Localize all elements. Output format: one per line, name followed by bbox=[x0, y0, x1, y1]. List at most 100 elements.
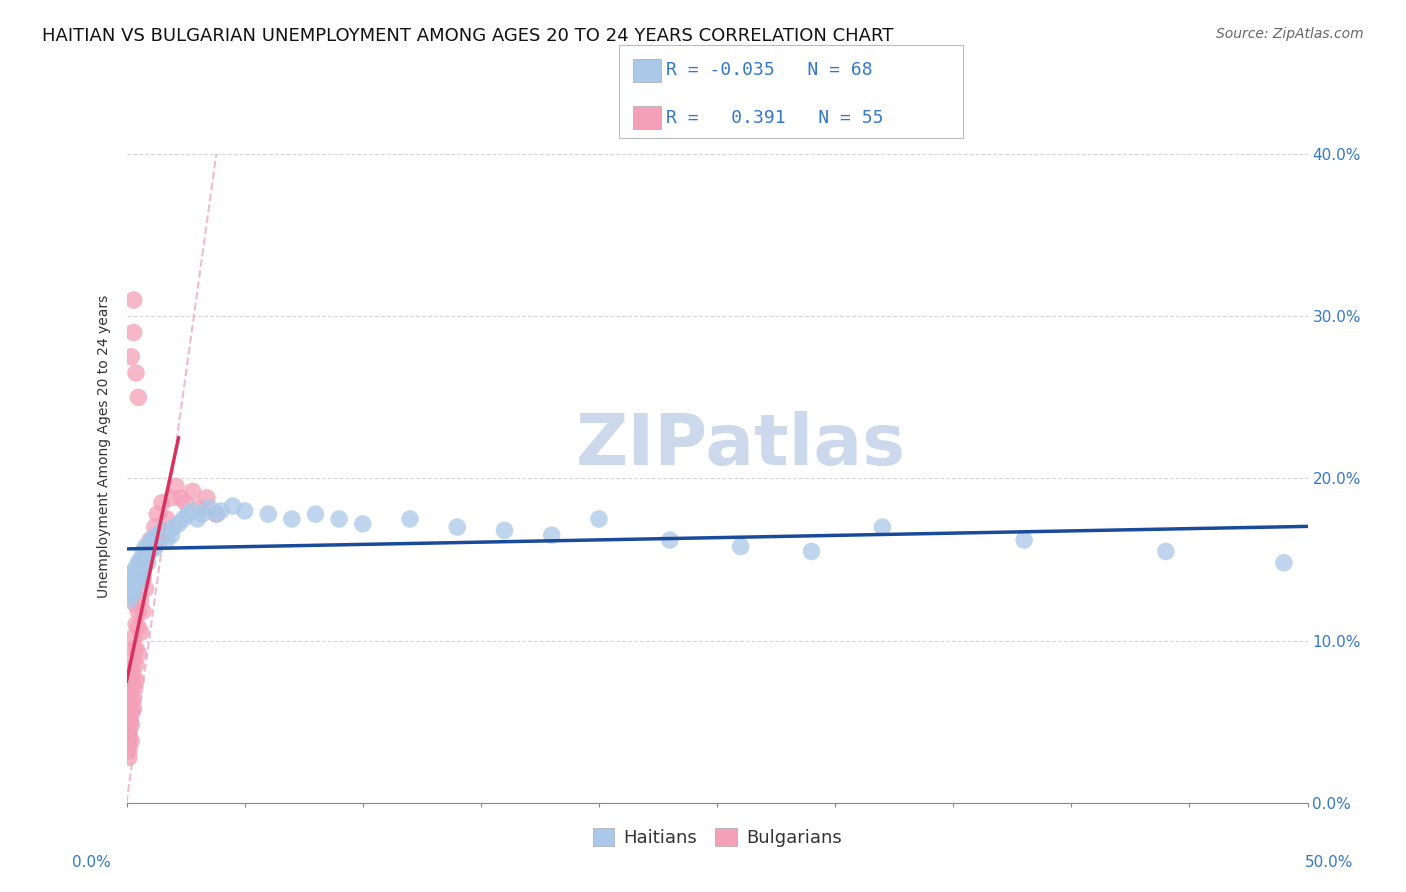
Point bbox=[136, 544, 159, 558]
Point bbox=[143, 533, 166, 547]
Point bbox=[120, 582, 142, 596]
Point bbox=[118, 593, 141, 607]
Point bbox=[167, 516, 190, 531]
Point bbox=[163, 520, 186, 534]
Point bbox=[800, 544, 823, 558]
Point bbox=[125, 577, 148, 591]
Point bbox=[120, 685, 142, 699]
Point bbox=[122, 326, 145, 340]
Point bbox=[730, 540, 752, 554]
Point bbox=[191, 507, 214, 521]
Point bbox=[134, 582, 156, 596]
Point bbox=[209, 504, 232, 518]
Point bbox=[118, 568, 141, 582]
Point bbox=[399, 512, 422, 526]
Point bbox=[160, 491, 183, 505]
Point bbox=[122, 702, 145, 716]
Point bbox=[181, 504, 204, 518]
Point bbox=[588, 512, 610, 526]
Point bbox=[205, 507, 228, 521]
Point bbox=[125, 568, 148, 582]
Point bbox=[156, 512, 179, 526]
Point bbox=[143, 520, 166, 534]
Point bbox=[281, 512, 304, 526]
Point bbox=[153, 528, 176, 542]
Point bbox=[658, 533, 681, 547]
Point bbox=[139, 544, 162, 558]
Point bbox=[118, 723, 141, 737]
Point bbox=[125, 560, 148, 574]
Point bbox=[127, 621, 149, 635]
Point bbox=[118, 718, 141, 732]
Point bbox=[141, 540, 163, 554]
Point bbox=[1012, 533, 1035, 547]
Point bbox=[132, 552, 155, 566]
Point bbox=[120, 572, 142, 586]
Point bbox=[304, 507, 326, 521]
Point bbox=[125, 598, 148, 612]
Point bbox=[494, 524, 516, 538]
Point bbox=[125, 657, 148, 672]
Point bbox=[125, 641, 148, 656]
Point bbox=[160, 528, 183, 542]
Point bbox=[328, 512, 350, 526]
Point bbox=[156, 533, 179, 547]
Point bbox=[181, 484, 204, 499]
Point bbox=[1154, 544, 1177, 558]
Point bbox=[139, 533, 162, 547]
Point bbox=[120, 734, 142, 748]
Point bbox=[118, 731, 141, 745]
Point bbox=[139, 536, 162, 550]
Point bbox=[141, 540, 163, 554]
Point bbox=[257, 507, 280, 521]
Point bbox=[146, 528, 169, 542]
Point bbox=[127, 556, 149, 570]
Point bbox=[146, 507, 169, 521]
Legend: Haitians, Bulgarians: Haitians, Bulgarians bbox=[585, 821, 849, 855]
Point bbox=[118, 739, 141, 753]
Text: R =   0.391   N = 55: R = 0.391 N = 55 bbox=[666, 109, 884, 127]
Point bbox=[122, 585, 145, 599]
Point bbox=[195, 491, 218, 505]
Text: 50.0%: 50.0% bbox=[1305, 855, 1353, 870]
Point bbox=[118, 585, 141, 599]
Point bbox=[120, 706, 142, 721]
Point bbox=[222, 499, 245, 513]
Point bbox=[150, 496, 173, 510]
Point bbox=[352, 516, 374, 531]
Point bbox=[157, 524, 180, 538]
Point bbox=[1272, 556, 1295, 570]
Point bbox=[540, 528, 562, 542]
Point bbox=[122, 653, 145, 667]
Point bbox=[170, 491, 193, 505]
Point bbox=[118, 750, 141, 764]
Point bbox=[118, 734, 141, 748]
Point bbox=[127, 390, 149, 404]
Point bbox=[132, 564, 155, 578]
Point bbox=[186, 512, 208, 526]
Point bbox=[132, 572, 155, 586]
Point bbox=[143, 541, 166, 556]
Text: ZIPatlas: ZIPatlas bbox=[575, 411, 905, 481]
Point bbox=[150, 524, 173, 538]
Point bbox=[122, 566, 145, 580]
Point bbox=[198, 500, 221, 515]
Point bbox=[122, 631, 145, 645]
Point bbox=[127, 604, 149, 618]
Point bbox=[177, 507, 200, 521]
Point bbox=[122, 293, 145, 307]
Point bbox=[120, 350, 142, 364]
Point bbox=[174, 496, 197, 510]
Point bbox=[205, 507, 228, 521]
Point bbox=[127, 564, 149, 578]
Point bbox=[122, 641, 145, 656]
Point bbox=[127, 572, 149, 586]
Point bbox=[129, 568, 152, 582]
Point bbox=[118, 679, 141, 693]
Point bbox=[127, 647, 149, 661]
Point bbox=[122, 679, 145, 693]
Point bbox=[129, 625, 152, 640]
Point bbox=[122, 572, 145, 586]
Point bbox=[125, 617, 148, 632]
Point bbox=[129, 593, 152, 607]
